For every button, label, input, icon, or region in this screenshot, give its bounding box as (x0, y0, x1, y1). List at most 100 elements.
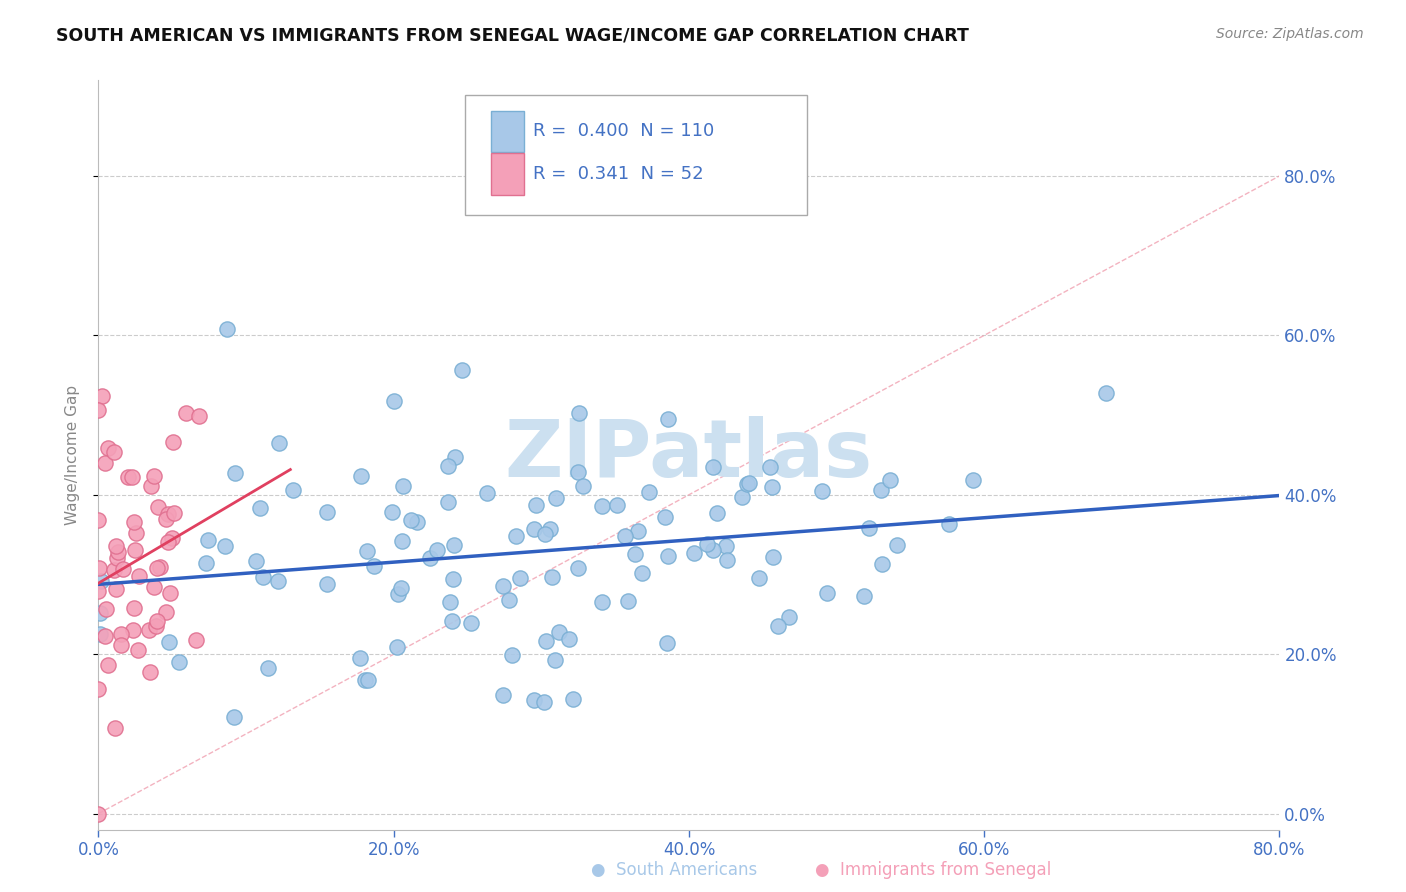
Point (450, 363, 472, 377)
Point (655, 635, 678, 649)
Point (87, 513, 110, 527)
Point (145, 614, 167, 628)
Point (87, 402, 110, 417)
Point (533, 695, 555, 709)
Point (437, 459, 460, 474)
Point (125, 525, 148, 540)
Point (188, 409, 211, 423)
Point (631, 566, 654, 581)
Point (870, 558, 893, 572)
Point (441, 572, 464, 586)
Point (702, 542, 724, 557)
Point (702, 460, 724, 475)
Point (217, 322, 239, 336)
Point (509, 571, 531, 585)
Point (938, 517, 960, 532)
Point (544, 491, 567, 506)
Point (886, 538, 908, 552)
Point (316, 576, 339, 591)
Point (606, 498, 628, 512)
Point (419, 551, 441, 566)
Point (105, 539, 128, 553)
Point (89, 560, 111, 574)
Point (696, 537, 718, 551)
Point (156, 535, 179, 549)
Point (548, 625, 571, 640)
Point (523, 693, 546, 707)
Point (558, 632, 581, 646)
Point (159, 586, 181, 600)
Point (613, 529, 636, 543)
Point (962, 473, 984, 487)
Point (110, 627, 132, 641)
Point (87, 681, 110, 696)
Point (122, 601, 145, 615)
Point (475, 485, 498, 500)
Point (759, 459, 782, 474)
Point (107, 545, 129, 559)
Point (97, 657, 120, 672)
Point (122, 516, 145, 530)
Point (267, 574, 290, 588)
Point (492, 688, 515, 702)
Point (768, 619, 790, 633)
Point (142, 580, 165, 594)
Point (544, 653, 567, 667)
Point (657, 549, 679, 563)
Point (146, 500, 169, 514)
Point (391, 533, 413, 548)
Point (879, 473, 901, 487)
Point (716, 553, 738, 567)
Point (224, 466, 246, 480)
Point (103, 445, 125, 459)
Point (354, 673, 377, 687)
Point (91, 389, 114, 403)
Point (384, 394, 406, 409)
Point (714, 539, 737, 553)
Point (117, 470, 139, 484)
Point (363, 558, 385, 573)
Point (149, 560, 172, 574)
Point (94, 629, 117, 643)
Point (87, 584, 110, 599)
Point (163, 507, 186, 521)
Point (870, 483, 893, 497)
Point (706, 507, 728, 521)
Point (160, 531, 183, 545)
Point (761, 480, 783, 494)
Point (167, 655, 190, 669)
Point (90, 574, 112, 588)
Point (97, 442, 120, 456)
Point (762, 549, 785, 564)
Point (155, 605, 177, 619)
Point (186, 633, 208, 648)
Point (534, 634, 557, 648)
Point (616, 594, 638, 608)
Point (654, 510, 676, 524)
Point (159, 635, 181, 649)
Point (195, 556, 218, 570)
Bar (491, 111, 523, 152)
Point (103, 563, 125, 577)
Text: SOUTH AMERICAN VS IMMIGRANTS FROM SENEGAL WAGE/INCOME GAP CORRELATION CHART: SOUTH AMERICAN VS IMMIGRANTS FROM SENEGA… (56, 27, 969, 45)
Point (252, 570, 274, 584)
Point (426, 543, 449, 558)
Point (141, 479, 163, 493)
Point (214, 539, 236, 553)
Text: R =  0.341  N = 52: R = 0.341 N = 52 (533, 165, 703, 183)
Point (222, 710, 245, 724)
Point (104, 582, 127, 597)
Point (387, 586, 409, 600)
Point (501, 648, 523, 662)
Point (104, 721, 127, 735)
Point (637, 485, 659, 500)
Point (534, 527, 557, 541)
Point (567, 465, 589, 479)
Point (735, 477, 758, 491)
Point (391, 478, 413, 492)
Point (257, 661, 280, 675)
Point (627, 524, 650, 539)
Point (269, 435, 291, 450)
FancyBboxPatch shape (464, 95, 807, 215)
Point (162, 434, 184, 449)
